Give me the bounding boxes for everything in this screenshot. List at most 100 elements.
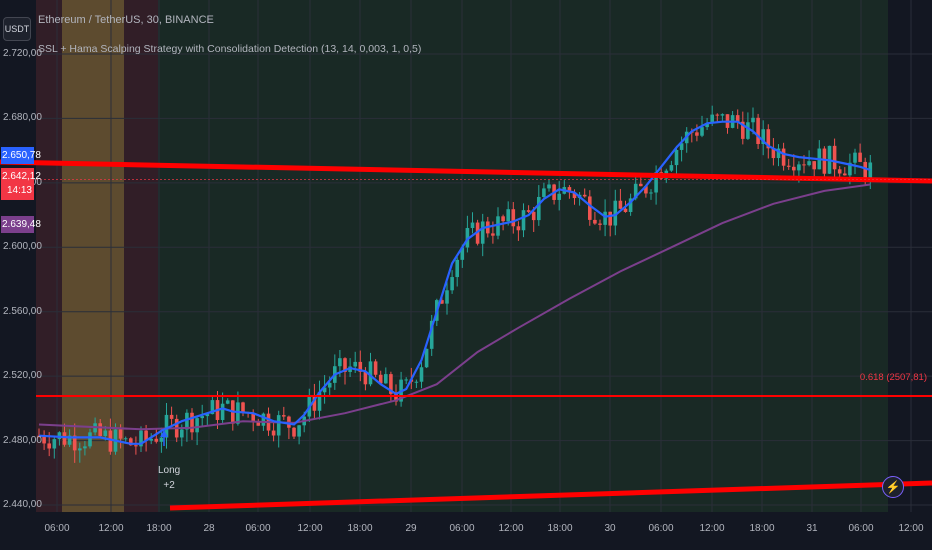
- candle-body: [822, 148, 827, 174]
- candle-body: [338, 358, 342, 367]
- candle-body: [78, 448, 82, 451]
- ma-price-tag: 2.639,48: [1, 216, 41, 233]
- candle-body: [276, 415, 281, 436]
- time-tick-label: 12:00: [699, 523, 725, 534]
- candle-body: [603, 211, 607, 225]
- candle-body: [807, 161, 811, 166]
- indicator-name: SSL + Hama Scalping Strategy with Consol…: [38, 43, 319, 55]
- candle-body: [741, 121, 745, 139]
- candle-body: [72, 435, 77, 451]
- long-signal-label: Long +2: [158, 463, 180, 493]
- zone-green: [158, 0, 888, 512]
- candle-body: [52, 439, 57, 449]
- price-tick-label: 2.480,00: [3, 434, 42, 446]
- candle-body: [628, 198, 633, 212]
- indicator-legend[interactable]: SSL + Hama Scalping Strategy with Consol…: [38, 43, 421, 55]
- last-price-tag: 2.642,12 14:13: [1, 168, 41, 200]
- price-tick-label: 2.560,00: [3, 305, 42, 317]
- candle-body: [695, 132, 699, 136]
- candle-body: [715, 114, 720, 116]
- price-tick-label: 2.520,00: [3, 370, 42, 382]
- candle-body: [644, 186, 648, 194]
- candle-body: [843, 173, 847, 176]
- candle-body: [475, 222, 480, 244]
- candle-body: [292, 427, 296, 437]
- candle-body: [378, 374, 383, 384]
- lightning-icon[interactable]: ⚡: [882, 476, 904, 498]
- candle-body: [853, 152, 857, 163]
- candle-body: [139, 430, 143, 447]
- price-tick-label: 2.600,00: [3, 241, 42, 253]
- candle-body: [282, 415, 286, 417]
- candle-body: [123, 438, 128, 440]
- candle-body: [440, 300, 444, 304]
- candle-body: [797, 164, 801, 171]
- candle-body: [129, 438, 133, 446]
- candle-body: [679, 143, 684, 150]
- candle-body: [613, 200, 618, 226]
- candle-body: [547, 184, 551, 189]
- price-tick-label: 2.680,00: [3, 112, 42, 124]
- time-tick-label: 06:00: [44, 523, 70, 534]
- candle-body: [164, 414, 169, 438]
- candle-body: [537, 196, 541, 221]
- candle-body: [424, 348, 429, 368]
- candle-body: [358, 361, 363, 372]
- candle-body: [169, 414, 174, 419]
- candle-body: [317, 392, 322, 411]
- candle-body: [455, 259, 459, 278]
- candle-body: [705, 123, 709, 128]
- candle-body: [195, 418, 199, 433]
- candle-body: [588, 196, 592, 220]
- candle-body: [149, 438, 153, 441]
- candle-body: [62, 432, 67, 445]
- candle-body: [501, 216, 505, 222]
- candle-body: [511, 209, 516, 227]
- long-signal-size: +2: [163, 480, 175, 491]
- indicator-params: (13, 14, 0,003, 1, 0,5): [320, 43, 422, 55]
- candle-body: [496, 216, 500, 236]
- candle-body: [368, 361, 373, 385]
- ssl-line: [38, 120, 871, 445]
- symbol-button[interactable]: USDT: [3, 17, 31, 41]
- bar-countdown: 14:13: [6, 185, 32, 196]
- candle-body: [786, 165, 791, 167]
- candle-body: [491, 233, 495, 236]
- candle-body: [858, 152, 862, 162]
- long-signal-text: Long: [158, 465, 181, 476]
- candle-body: [261, 413, 266, 426]
- candle-body: [271, 430, 276, 436]
- candle-body: [582, 194, 587, 197]
- time-tick-label: 06:00: [245, 523, 271, 534]
- time-tick-label: 18:00: [347, 523, 373, 534]
- candle-body: [220, 403, 225, 420]
- candle-body: [669, 165, 674, 171]
- candle-body: [470, 222, 475, 229]
- candle-body: [761, 129, 765, 145]
- price-tick-label: 2.720,00: [3, 48, 42, 59]
- candle-body: [460, 247, 465, 260]
- candle-body: [450, 277, 454, 291]
- time-tick-label: 30: [604, 523, 616, 534]
- candle-body: [649, 192, 653, 194]
- candle-body: [384, 374, 388, 384]
- candle-body: [771, 148, 776, 159]
- candle-body: [134, 445, 138, 447]
- time-tick-label: 12:00: [898, 523, 924, 534]
- candle-body: [633, 183, 638, 199]
- candle-body: [185, 412, 189, 430]
- candle-body: [363, 371, 368, 385]
- candle-body: [802, 164, 806, 166]
- candle-body: [327, 382, 332, 388]
- candle-body: [531, 211, 536, 221]
- candle-body: [67, 435, 72, 445]
- candle-body: [429, 320, 434, 349]
- ma-line: [38, 183, 871, 431]
- candle-body: [445, 290, 449, 304]
- candle-body: [848, 162, 852, 176]
- candle-body: [251, 413, 255, 422]
- time-tick-label: 28: [203, 523, 215, 534]
- candle-body: [863, 161, 867, 180]
- candle-body: [542, 188, 546, 197]
